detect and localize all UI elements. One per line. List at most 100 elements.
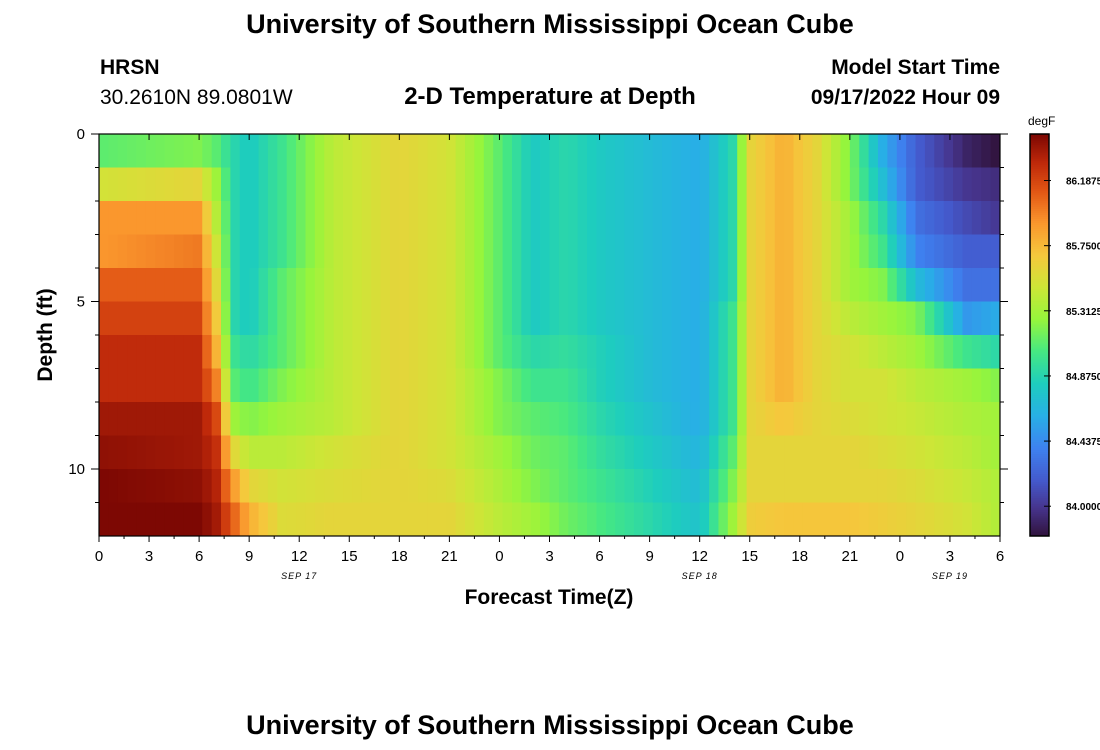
heatmap-cell <box>258 268 269 303</box>
heatmap-cell <box>549 469 560 504</box>
heatmap-cell <box>455 335 466 370</box>
heatmap-cell <box>868 502 879 536</box>
heatmap-cell <box>690 335 701 370</box>
heatmap-cell <box>765 234 776 269</box>
x-tick-label: 18 <box>391 548 408 565</box>
colorbar-segment <box>1030 134 1049 137</box>
heatmap-cell <box>887 469 898 504</box>
heatmap-cell <box>943 502 954 536</box>
heatmap-cell <box>155 402 166 437</box>
heatmap-cell <box>690 368 701 403</box>
heatmap-cell <box>568 435 579 470</box>
heatmap-cell <box>230 268 241 303</box>
heatmap-cell <box>399 167 410 202</box>
heatmap-cell <box>943 402 954 437</box>
heatmap-cell <box>145 335 156 370</box>
heatmap-cell <box>474 469 485 504</box>
heatmap-cell <box>727 435 738 470</box>
heatmap-cell <box>549 435 560 470</box>
heatmap-cell <box>962 201 973 236</box>
heatmap-cell <box>887 368 898 403</box>
heatmap-cell <box>361 134 372 169</box>
heatmap-cell <box>981 368 992 403</box>
heatmap-cell <box>296 301 307 336</box>
heatmap-cell <box>877 402 888 437</box>
colorbar-segment <box>1030 529 1049 533</box>
colorbar-tick-label: 84.0000 <box>1066 502 1100 513</box>
heatmap-cell <box>709 435 720 470</box>
heatmap-cell <box>849 268 860 303</box>
heatmap-cell <box>333 134 344 169</box>
heatmap-cell <box>333 402 344 437</box>
colorbar-segment <box>1030 411 1049 414</box>
heatmap-cell <box>577 335 588 370</box>
heatmap-cell <box>305 502 316 536</box>
heatmap-cell <box>455 435 466 470</box>
heatmap-cell <box>690 167 701 202</box>
colorbar-segment <box>1030 413 1049 416</box>
heatmap-cell <box>418 469 429 504</box>
heatmap-cell <box>643 469 654 504</box>
heatmap-cell <box>671 134 682 169</box>
heatmap-cell <box>145 502 156 536</box>
x-tick-label: 21 <box>841 548 858 565</box>
colorbar-segment <box>1030 200 1049 203</box>
heatmap-cell <box>277 234 288 269</box>
heatmap-cell <box>662 469 673 504</box>
heatmap-cell <box>267 167 278 202</box>
colorbar-segment <box>1030 302 1049 306</box>
colorbar-segment <box>1030 144 1049 147</box>
colorbar-segment <box>1030 387 1049 390</box>
heatmap-cell <box>389 402 400 437</box>
heatmap-cell <box>793 435 804 470</box>
heatmap-cell <box>436 335 447 370</box>
colorbar-segment <box>1030 152 1049 155</box>
colorbar-segment <box>1030 172 1049 175</box>
heatmap-cell <box>174 134 185 169</box>
heatmap-cell <box>380 435 391 470</box>
heatmap-cell <box>324 402 335 437</box>
heatmap-cell <box>906 134 917 169</box>
station-coordinates: 30.2610N 89.0801W <box>100 86 293 109</box>
heatmap-cell <box>633 134 644 169</box>
heatmap-cell <box>746 402 757 437</box>
heatmap-cell <box>530 167 541 202</box>
colorbar-segment <box>1030 312 1049 316</box>
heatmap-cell <box>455 268 466 303</box>
heatmap-cell <box>990 301 1000 336</box>
heatmap-cell <box>202 301 213 336</box>
heatmap-cell <box>784 435 795 470</box>
heatmap-cell <box>192 234 203 269</box>
heatmap-cell <box>605 469 616 504</box>
colorbar-segment <box>1030 168 1049 171</box>
heatmap-cell <box>286 368 297 403</box>
heatmap-cell <box>943 268 954 303</box>
heatmap-cell <box>221 502 231 536</box>
heatmap-cell <box>211 268 222 303</box>
heatmap-cell <box>906 335 917 370</box>
heatmap-cell <box>183 469 194 504</box>
colorbar-segment <box>1030 349 1049 352</box>
heatmap-cell <box>183 402 194 437</box>
heatmap-cell <box>990 502 1000 536</box>
colorbar-segment <box>1030 389 1049 392</box>
heatmap-cell <box>953 301 964 336</box>
heatmap-cell <box>727 201 738 236</box>
heatmap-cell <box>277 167 288 202</box>
heatmap-cell <box>924 368 935 403</box>
heatmap-cell <box>465 167 476 202</box>
heatmap-cell <box>934 301 945 336</box>
heatmap-cell <box>483 201 494 236</box>
heatmap-cell <box>615 469 626 504</box>
colorbar-segment <box>1030 367 1049 370</box>
heatmap-cell <box>727 402 738 437</box>
colorbar-segment <box>1030 326 1049 330</box>
heatmap-cell <box>943 201 954 236</box>
heatmap-cell <box>840 435 851 470</box>
heatmap-cell <box>859 134 870 169</box>
heatmap-cell <box>361 201 372 236</box>
heatmap-cell <box>849 134 860 169</box>
heatmap-cell <box>990 201 1000 236</box>
heatmap-cell <box>859 301 870 336</box>
heatmap-cell <box>174 201 185 236</box>
